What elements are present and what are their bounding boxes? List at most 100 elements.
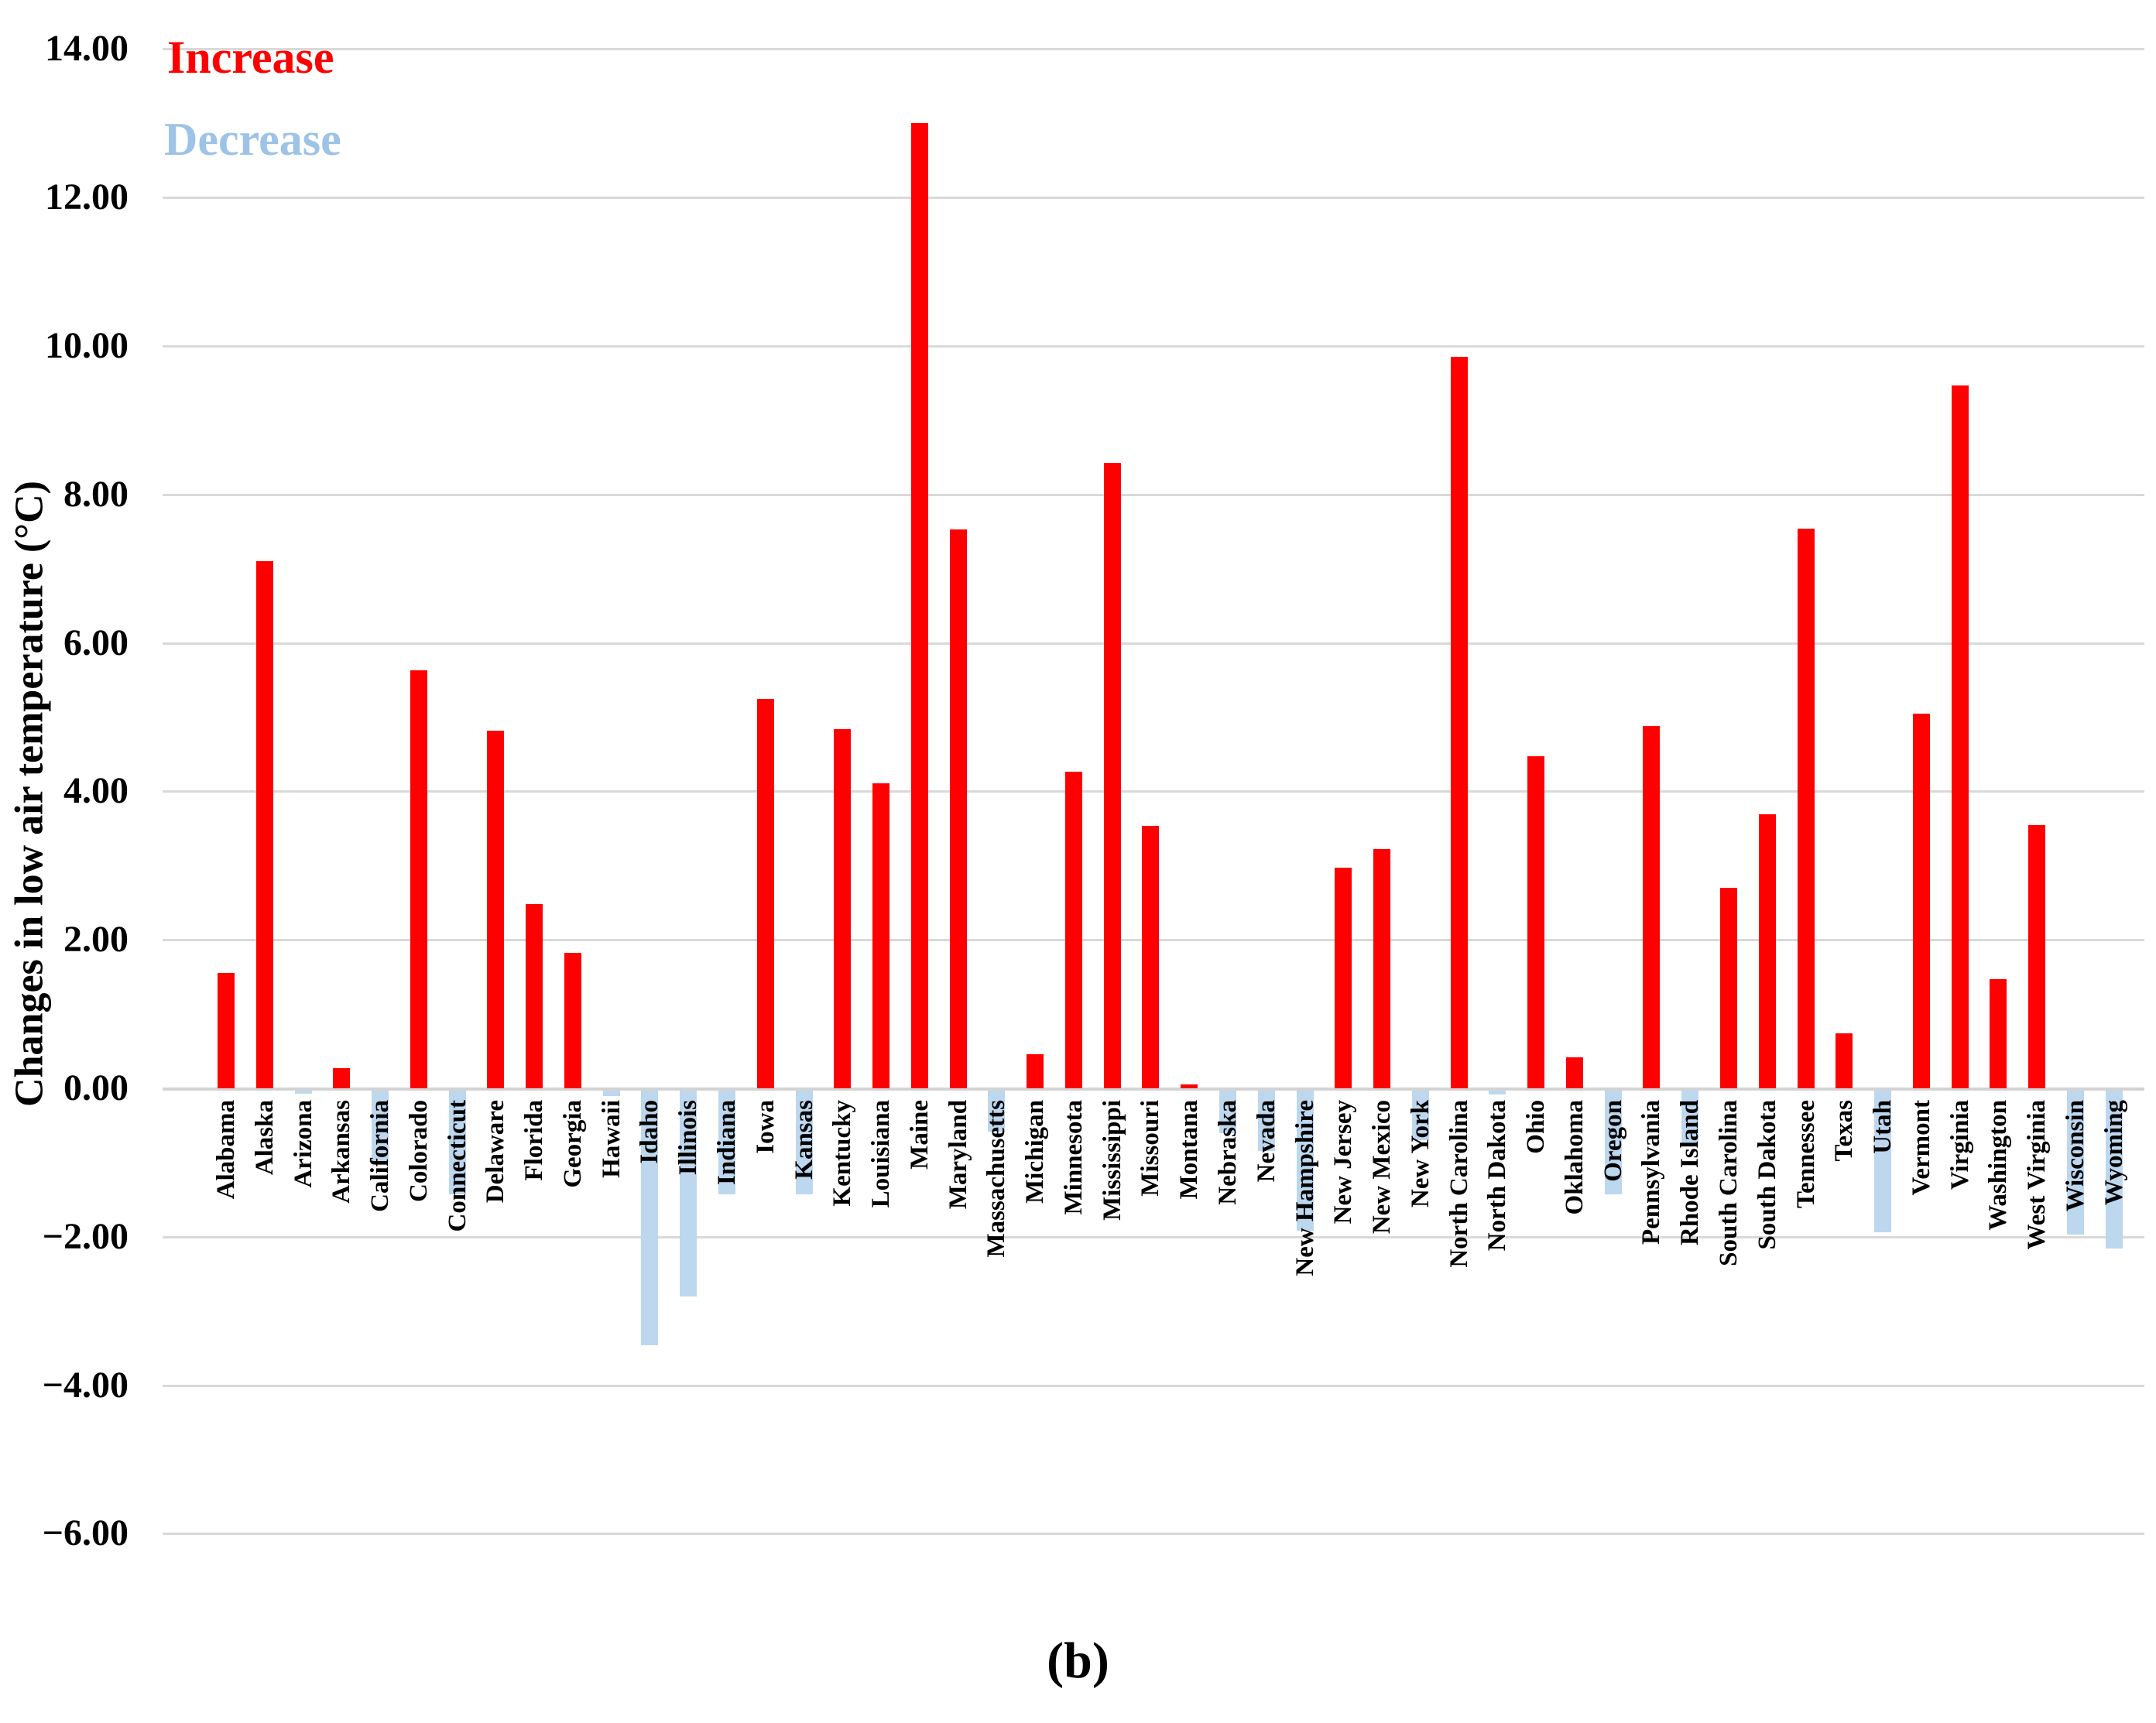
gridline-10 xyxy=(163,345,2144,348)
y-tick-12: 12.00 xyxy=(45,176,129,218)
bar-virginia xyxy=(1951,385,1969,1088)
x-label-arkansas: Arkansas xyxy=(327,1100,356,1204)
bar-tennessee xyxy=(1797,528,1815,1088)
bar-kansas xyxy=(795,1091,813,1195)
bar-south-carolina xyxy=(1720,888,1738,1088)
bar-maryland xyxy=(949,529,967,1088)
x-label-arizona: Arizona xyxy=(289,1100,317,1188)
x-label-utah: Utah xyxy=(1869,1100,1897,1154)
bar-missouri xyxy=(1142,825,1160,1088)
bar-oklahoma xyxy=(1565,1057,1583,1088)
x-label-kentucky: Kentucky xyxy=(828,1100,857,1207)
x-label-georgia: Georgia xyxy=(558,1100,587,1188)
gridline-6 xyxy=(163,642,2144,645)
x-label-alaska: Alaska xyxy=(250,1100,279,1176)
x-label-ohio: Ohio xyxy=(1522,1100,1551,1154)
gridline--6 xyxy=(163,1533,2144,1536)
bar-new-york xyxy=(1411,1091,1429,1141)
legend-increase-label: Increase xyxy=(167,32,334,83)
x-label-north-carolina: North Carolina xyxy=(1445,1100,1473,1268)
bar-mississippi xyxy=(1103,462,1121,1088)
x-label-oregon: Oregon xyxy=(1599,1100,1627,1182)
gridline--2 xyxy=(163,1235,2144,1238)
bar-utah xyxy=(1874,1091,1892,1233)
x-label-louisiana: Louisiana xyxy=(867,1100,896,1208)
bar-nevada xyxy=(1257,1091,1275,1151)
bar-delaware xyxy=(487,730,505,1088)
x-label-michigan: Michigan xyxy=(1021,1100,1050,1204)
gridline-0 xyxy=(163,1088,2144,1091)
bar-wisconsin xyxy=(2066,1091,2084,1235)
figure-caption: (b) xyxy=(1047,1632,1109,1689)
gridline-14 xyxy=(163,48,2144,51)
x-label-connecticut: Connecticut xyxy=(443,1100,471,1232)
x-label-new-hampshire: New Hampshire xyxy=(1291,1100,1319,1276)
x-label-texas: Texas xyxy=(1830,1100,1859,1162)
x-label-nevada: Nevada xyxy=(1252,1100,1280,1183)
x-label-new-york: New York xyxy=(1406,1100,1434,1208)
y-tick-0: 0.00 xyxy=(63,1067,129,1108)
y-tick--4: −4.00 xyxy=(42,1364,129,1406)
bar-arkansas xyxy=(333,1068,351,1088)
x-label-wyoming: Wyoming xyxy=(2099,1100,2128,1206)
gridline-8 xyxy=(163,493,2144,496)
y-tick-2: 2.00 xyxy=(63,919,129,961)
x-label-virginia: Virginia xyxy=(1945,1100,1974,1190)
x-label-idaho: Idaho xyxy=(636,1100,664,1164)
x-label-rhode-island: Rhode Island xyxy=(1676,1100,1705,1245)
bar-connecticut xyxy=(448,1091,466,1195)
bar-ohio xyxy=(1527,756,1545,1088)
gridline--4 xyxy=(163,1384,2144,1387)
bar-minnesota xyxy=(1064,771,1082,1088)
x-label-north-dakota: North Dakota xyxy=(1483,1100,1512,1252)
bar-louisiana xyxy=(872,783,890,1088)
bar-indiana xyxy=(718,1091,735,1195)
bar-maine xyxy=(910,123,928,1088)
x-label-south-carolina: South Carolina xyxy=(1715,1100,1743,1266)
x-label-kansas: Kansas xyxy=(790,1100,818,1180)
bar-iowa xyxy=(756,698,774,1088)
bar-kentucky xyxy=(834,728,852,1088)
bar-nebraska xyxy=(1219,1091,1237,1134)
bar-montana xyxy=(1181,1084,1198,1088)
x-label-new-jersey: New Jersey xyxy=(1329,1100,1358,1225)
bar-california xyxy=(372,1091,389,1163)
x-label-maine: Maine xyxy=(905,1100,934,1170)
x-label-iowa: Iowa xyxy=(751,1100,780,1154)
y-tick-14: 14.00 xyxy=(45,28,129,70)
x-label-mississippi: Mississippi xyxy=(1098,1100,1126,1221)
x-label-washington: Washington xyxy=(1984,1100,2013,1231)
x-label-oklahoma: Oklahoma xyxy=(1560,1100,1589,1215)
bar-hawaii xyxy=(602,1091,620,1096)
bar-wyoming xyxy=(2105,1091,2123,1249)
x-label-illinois: Illinois xyxy=(674,1100,703,1176)
x-label-minnesota: Minnesota xyxy=(1059,1100,1088,1215)
x-label-delaware: Delaware xyxy=(482,1100,510,1204)
x-label-tennessee: Tennessee xyxy=(1791,1100,1820,1208)
bar-pennsylvania xyxy=(1643,726,1661,1088)
bar-illinois xyxy=(680,1091,698,1297)
bar-new-jersey xyxy=(1335,868,1352,1088)
x-label-massachusetts: Massachusetts xyxy=(982,1100,1011,1258)
x-label-new-mexico: New Mexico xyxy=(1368,1100,1397,1235)
bar-alaska xyxy=(255,561,273,1088)
gridline-12 xyxy=(163,197,2144,200)
bar-alabama xyxy=(218,973,235,1088)
x-label-south-dakota: South Dakota xyxy=(1753,1100,1781,1250)
bar-idaho xyxy=(641,1091,659,1345)
x-label-missouri: Missouri xyxy=(1136,1100,1165,1197)
bar-massachusetts xyxy=(988,1091,1006,1132)
y-tick-4: 4.00 xyxy=(63,770,129,812)
x-label-california: California xyxy=(366,1100,395,1212)
bar-north-carolina xyxy=(1450,357,1468,1088)
bar-michigan xyxy=(1027,1053,1044,1088)
x-label-west-virginia: West Virginia xyxy=(2023,1100,2051,1250)
x-label-wisconsin: Wisconsin xyxy=(2061,1100,2089,1212)
bar-vermont xyxy=(1912,713,1930,1088)
x-label-hawaii: Hawaii xyxy=(597,1100,626,1178)
bar-arizona xyxy=(294,1091,312,1094)
y-tick-6: 6.00 xyxy=(63,622,129,663)
x-label-indiana: Indiana xyxy=(713,1100,741,1186)
x-label-vermont: Vermont xyxy=(1907,1100,1935,1196)
